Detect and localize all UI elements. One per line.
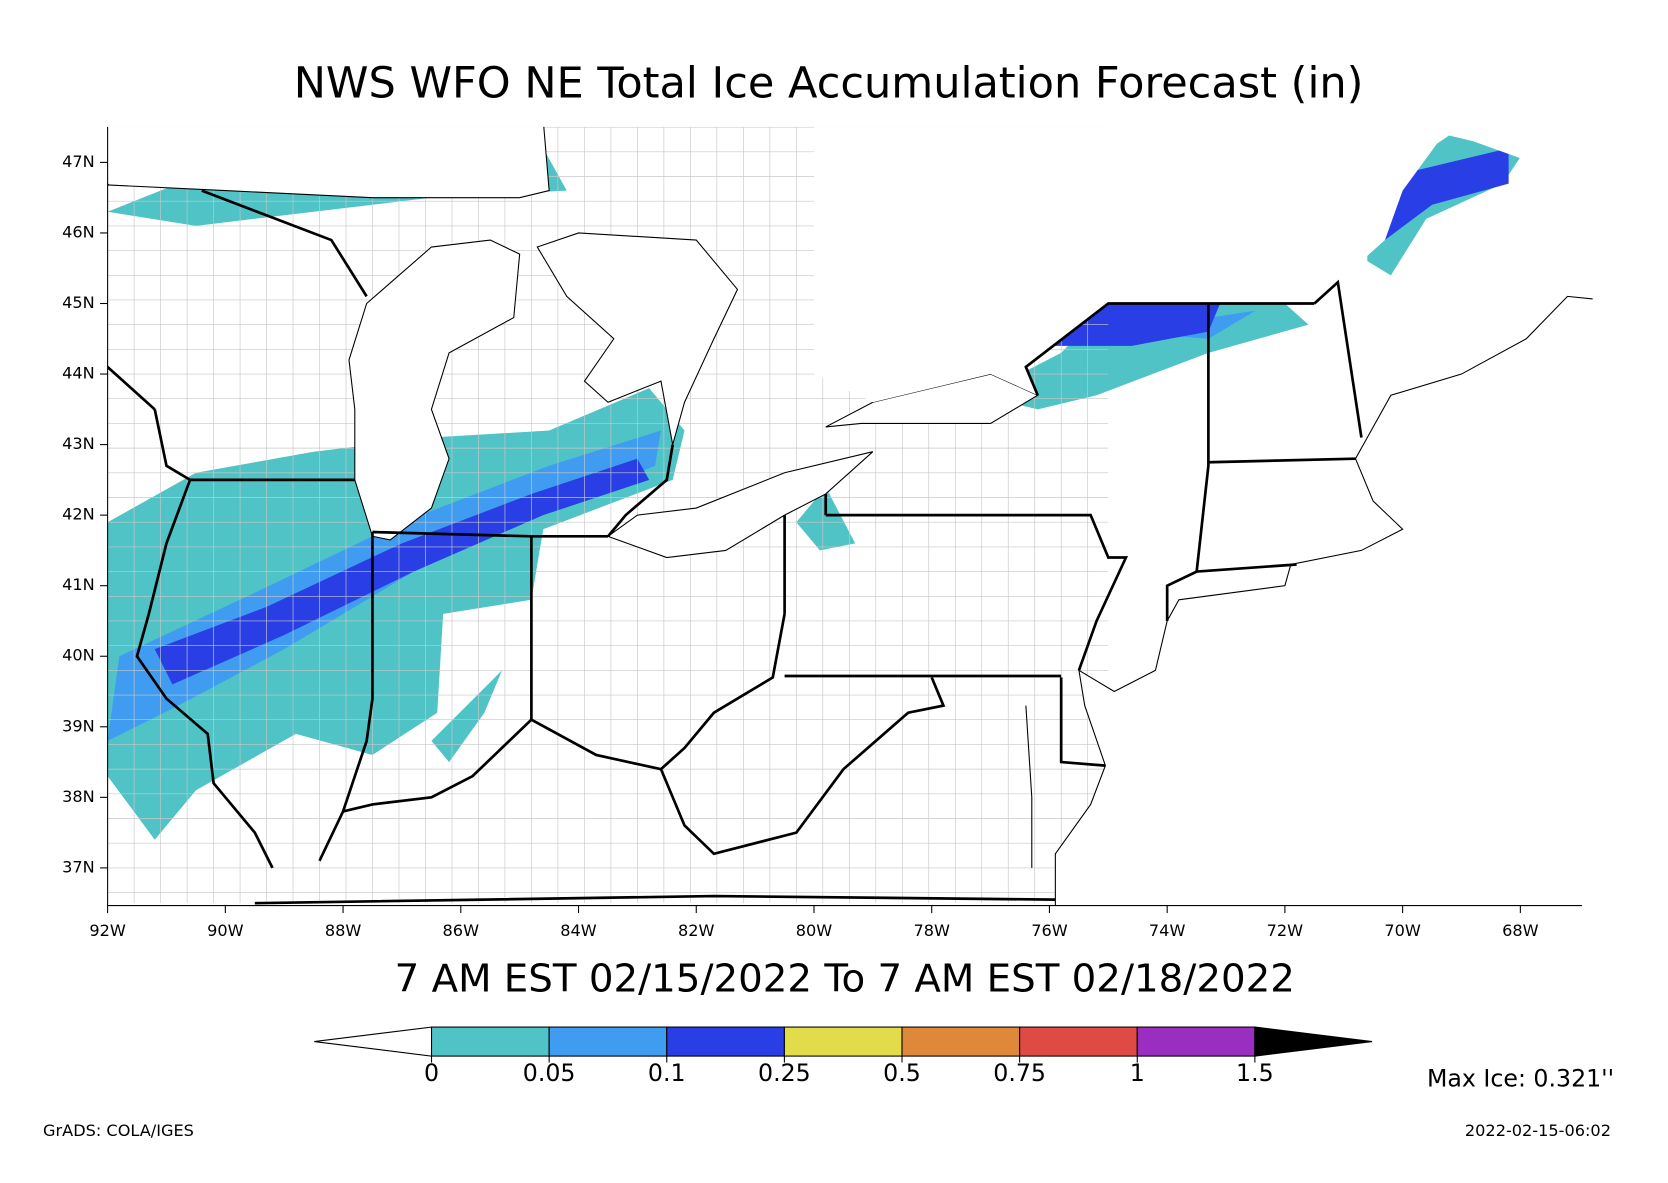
lon-label: 84W: [560, 921, 597, 940]
ocean: [1054, 295, 1593, 906]
colorbar-box: [901, 1026, 1021, 1057]
colorbar-label: 0.75: [993, 1059, 1046, 1087]
lat-label: 46N: [62, 222, 95, 241]
colorbar-box: [1136, 1026, 1256, 1057]
state-border: [318, 532, 374, 862]
lat-label: 45N: [62, 293, 95, 312]
map-area: [107, 126, 1593, 906]
lat-label: 44N: [62, 364, 95, 383]
lon-label: 74W: [1149, 921, 1186, 940]
colorbar-label: 1: [1130, 1059, 1145, 1087]
lake: [536, 232, 739, 445]
lat-label: 41N: [62, 575, 95, 594]
colorbar-box: [1019, 1026, 1138, 1057]
lat-label: 39N: [62, 716, 95, 735]
lon-label: 76W: [1031, 921, 1068, 940]
lat-label: 43N: [62, 434, 95, 453]
lat-label: 37N: [62, 857, 95, 876]
colorbar-label: 0.1: [648, 1059, 686, 1087]
state-border: [1059, 677, 1106, 767]
lon-label: 90W: [207, 921, 244, 940]
colorbar-low: [314, 1026, 433, 1057]
colorbar-label: 0.05: [523, 1059, 576, 1087]
state-border: [201, 189, 368, 298]
state-border: [372, 530, 609, 538]
colorbar-label: 0.25: [758, 1059, 811, 1087]
colorbar-box: [430, 1026, 550, 1057]
ice-area: [1367, 148, 1509, 241]
state-border: [1195, 303, 1297, 574]
state-border: [1024, 302, 1315, 396]
max-ice: Max Ice: 0.321'': [1427, 1064, 1614, 1092]
colorbar-label: 1.5: [1236, 1059, 1274, 1087]
colorbar-box: [783, 1026, 903, 1057]
ice-area: [431, 670, 503, 763]
lake: [348, 239, 521, 541]
lat-label: 38N: [62, 787, 95, 806]
lat-label: 40N: [62, 646, 95, 665]
period: 7 AM EST 02/15/2022 To 7 AM EST 02/18/20…: [395, 956, 1295, 1001]
lake: [606, 451, 874, 559]
lon-label: 88W: [325, 921, 362, 940]
colorbar: 0 0.05 0.1 0.25 0.5 0.75 1 1.5: [314, 1026, 1373, 1087]
colorbar-label: 0.5: [883, 1059, 921, 1087]
colorbar-label: 0: [424, 1059, 439, 1087]
state-border: [254, 894, 1056, 905]
lon-label: 82W: [678, 921, 715, 940]
state-border: [1313, 279, 1363, 438]
lat-label: 47N: [62, 152, 95, 171]
lon-label: 70W: [1384, 921, 1421, 940]
state-border: [135, 409, 274, 869]
lake: [107, 126, 550, 199]
chesapeake: [1025, 705, 1033, 868]
state-border: [606, 444, 675, 538]
title: NWS WFO NE Total Ice Accumulation Foreca…: [294, 59, 1364, 109]
state-border: [342, 613, 786, 813]
lon-label: 72W: [1267, 921, 1304, 940]
state-border: [1208, 457, 1356, 464]
state-border: [1165, 570, 1198, 621]
lon-label: 78W: [913, 921, 950, 940]
timestamp: 2022-02-15-06:02: [1465, 1121, 1611, 1140]
colorbar-box: [548, 1026, 668, 1057]
lon-label: 80W: [796, 921, 833, 940]
ice-area: [796, 486, 856, 551]
lon-label: 86W: [443, 921, 480, 940]
credit: GrADS: COLA/IGES: [43, 1121, 194, 1140]
lon-label: 92W: [89, 921, 126, 940]
lat-label: 42N: [62, 505, 95, 524]
colorbar-box: [666, 1026, 785, 1057]
lon-label: 68W: [1502, 921, 1539, 940]
canada: [813, 126, 1533, 403]
state-border: [659, 676, 946, 856]
colorbar-high: [1254, 1026, 1373, 1057]
state-border: [825, 513, 1129, 671]
